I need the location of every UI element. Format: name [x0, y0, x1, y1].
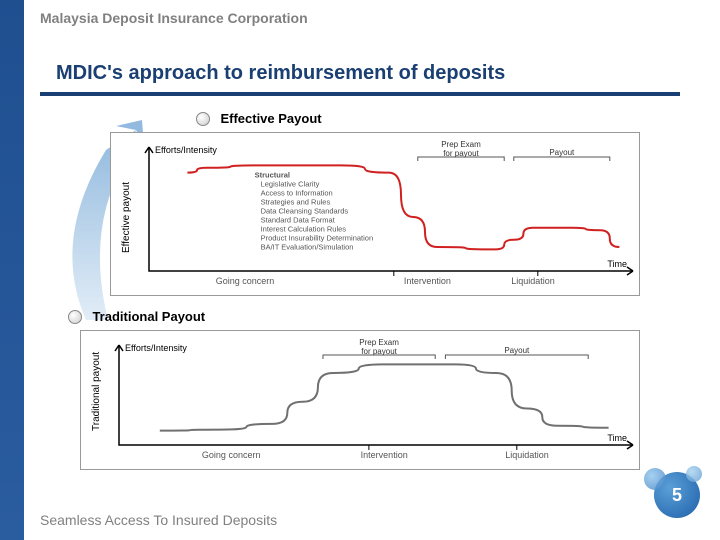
chart-effective-payout: Going concern Intervention Liquidation Prep…	[110, 132, 640, 296]
bullet-icon	[68, 310, 82, 324]
page-title: MDIC's approach to reimbursement of depo…	[56, 62, 505, 85]
svg-text:Time: Time	[607, 259, 627, 269]
svg-text:Going concern: Going concern	[202, 450, 261, 460]
svg-text:Liquidation: Liquidation	[511, 276, 555, 286]
svg-text:Payout: Payout	[549, 148, 575, 157]
footer-tagline: Seamless Access To Insured Deposits	[40, 512, 277, 528]
svg-text:Payout: Payout	[504, 346, 530, 355]
title-underline	[40, 92, 680, 96]
svg-text:Efforts/Intensity: Efforts/Intensity	[155, 145, 217, 155]
svg-text:Intervention: Intervention	[361, 450, 408, 460]
svg-text:Time: Time	[607, 433, 627, 443]
svg-text:Going concern: Going concern	[216, 276, 275, 286]
bullet-icon	[196, 112, 210, 126]
svg-text:Prep Examfor payout: Prep Examfor payout	[441, 140, 481, 158]
svg-text:StructuralLegislative ClarityA: StructuralLegislative ClarityAccess to I…	[255, 170, 374, 251]
svg-text:Intervention: Intervention	[404, 276, 451, 286]
svg-text:Efforts/Intensity: Efforts/Intensity	[125, 343, 187, 353]
org-name: Malaysia Deposit Insurance Corporation	[40, 10, 308, 26]
chart-traditional-payout: Going concern Intervention Liquidation Prep…	[80, 330, 640, 470]
section-label-effective: Effective Payout	[196, 110, 322, 128]
svg-text:Prep Examfor payout: Prep Examfor payout	[359, 338, 399, 356]
left-accent-stripe	[0, 0, 24, 540]
page-number-badge: 5	[654, 472, 700, 518]
page-number: 5	[654, 472, 700, 518]
svg-text:Liquidation: Liquidation	[505, 450, 549, 460]
section-label-traditional: Traditional Payout	[68, 308, 205, 326]
